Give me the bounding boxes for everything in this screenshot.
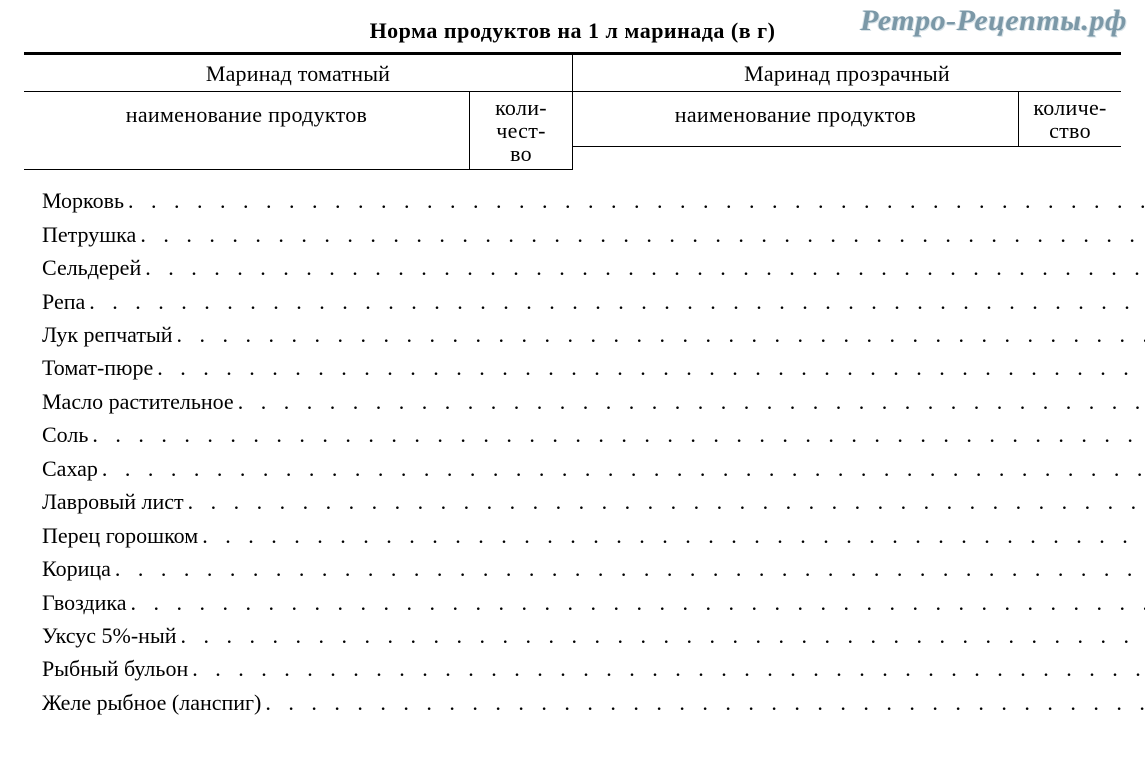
table-row: Масло растительное. . . . . . . . . . . … [42,385,1145,418]
dot-leader: . . . . . . . . . . . . . . . . . . . . … [261,686,1145,719]
table-row: Сахар. . . . . . . . . . . . . . . . . .… [42,452,1145,485]
row-name: Томат-пюре [42,351,153,384]
table-row: Соль. . . . . . . . . . . . . . . . . . … [42,418,1145,451]
row-name: Перец горошком [42,519,198,552]
table-body: Морковь. . . . . . . . . . . . . . . . .… [24,170,1121,757]
dot-leader: . . . . . . . . . . . . . . . . . . . . … [153,351,1145,384]
right-qty-header: количе-ство [1018,92,1121,146]
dot-leader: . . . . . . . . . . . . . . . . . . . . … [188,652,1145,685]
table-row: Перец горошком. . . . . . . . . . . . . … [42,519,1145,552]
dot-leader: . . . . . . . . . . . . . . . . . . . . … [98,452,1145,485]
table-row: Желе рыбное (ланспиг). . . . . . . . . .… [42,686,1145,719]
row-name: Лавровый лист [42,485,184,518]
row-name: Петрушка [42,218,136,251]
right-section-title: Маринад прозрачный [573,55,1121,91]
table-row: Рыбный бульон. . . . . . . . . . . . . .… [42,652,1145,685]
right-header-bottom-rule [573,146,1121,147]
dot-leader: . . . . . . . . . . . . . . . . . . . . … [234,385,1145,418]
table-row: Томат-пюре. . . . . . . . . . . . . . . … [42,351,1145,384]
left-section-title: Маринад томатный [24,55,572,91]
row-name: Корица [42,552,111,585]
row-name: Желе рыбное (ланспиг) [42,686,261,719]
table-row: Лавровый лист. . . . . . . . . . . . . .… [42,485,1145,518]
table-row: Гвоздика. . . . . . . . . . . . . . . . … [42,586,1145,619]
header-block: наименование продуктов коли-чест-во наим… [24,91,1121,170]
watermark-text: Ретро-Рецепты.рф [860,4,1127,38]
dot-leader: . . . . . . . . . . . . . . . . . . . . … [88,418,1145,451]
table-row: Морковь. . . . . . . . . . . . . . . . .… [42,184,1145,217]
row-name: Масло растительное [42,385,234,418]
row-name: Гвоздика [42,586,127,619]
left-name-header: наименование продуктов [24,92,469,169]
dot-leader: . . . . . . . . . . . . . . . . . . . . … [177,619,1145,652]
dot-leader: . . . . . . . . . . . . . . . . . . . . … [198,519,1145,552]
left-qty-header: коли-чест-во [469,92,572,169]
row-name: Морковь [42,184,124,217]
table-row: Корица. . . . . . . . . . . . . . . . . … [42,552,1145,585]
table-row: Сельдерей. . . . . . . . . . . . . . . .… [42,251,1145,284]
row-name: Уксус 5%-ный [42,619,177,652]
left-name-column: Морковь. . . . . . . . . . . . . . . . .… [24,170,1145,721]
row-name: Рыбный бульон [42,652,188,685]
table-row: Лук репчатый. . . . . . . . . . . . . . … [42,318,1145,351]
dot-leader: . . . . . . . . . . . . . . . . . . . . … [184,485,1145,518]
row-name: Сельдерей [42,251,141,284]
dot-leader: . . . . . . . . . . . . . . . . . . . . … [136,218,1145,251]
dot-leader: . . . . . . . . . . . . . . . . . . . . … [141,251,1145,284]
row-name: Лук репчатый [42,318,173,351]
table-row: Уксус 5%-ный. . . . . . . . . . . . . . … [42,619,1145,652]
row-name: Соль [42,418,88,451]
dot-leader: . . . . . . . . . . . . . . . . . . . . … [124,184,1145,217]
dot-leader: . . . . . . . . . . . . . . . . . . . . … [127,586,1145,619]
row-name: Репа [42,285,85,318]
table-row: Репа. . . . . . . . . . . . . . . . . . … [42,285,1145,318]
table-row: Петрушка. . . . . . . . . . . . . . . . … [42,218,1145,251]
dot-leader: . . . . . . . . . . . . . . . . . . . . … [85,285,1145,318]
right-name-header: наименование продуктов [573,92,1018,146]
dot-leader: . . . . . . . . . . . . . . . . . . . . … [173,318,1145,351]
section-titles-row: Маринад томатный Маринад прозрачный [24,55,1121,91]
dot-leader: . . . . . . . . . . . . . . . . . . . . … [111,552,1145,585]
row-name: Сахар [42,452,98,485]
